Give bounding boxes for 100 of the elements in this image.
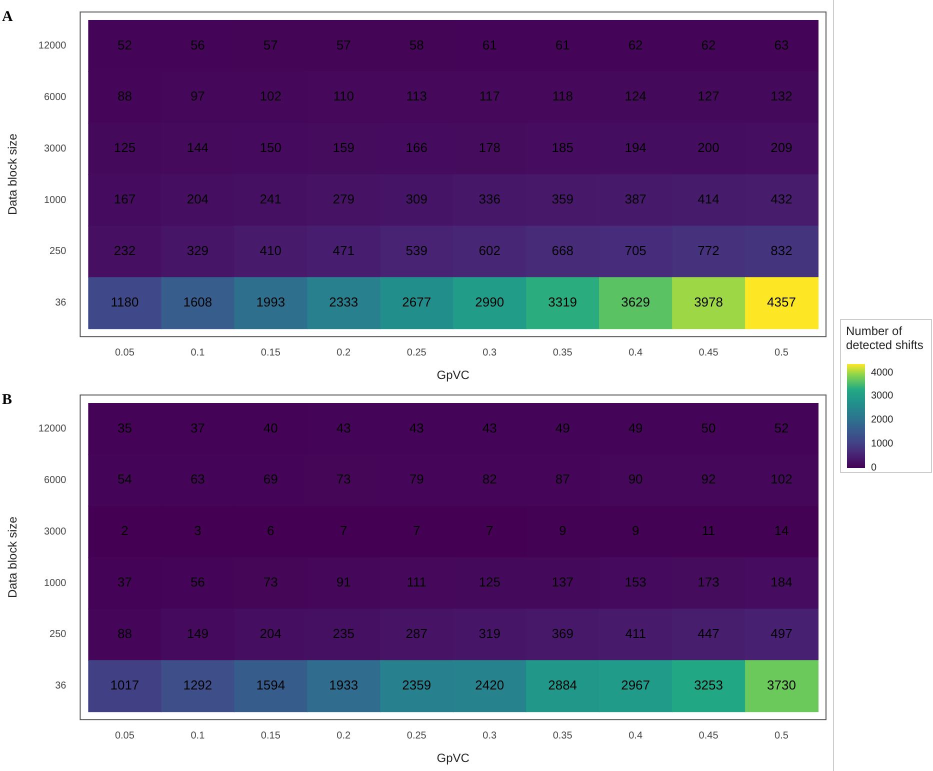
data-label: 411 bbox=[625, 626, 646, 642]
y-tick-label: 3000 bbox=[44, 143, 67, 154]
data-label: 2967 bbox=[621, 677, 650, 692]
data-label: 279 bbox=[332, 192, 354, 207]
data-label: 232 bbox=[114, 243, 136, 258]
data-label: 1292 bbox=[183, 677, 212, 692]
data-label: 3 bbox=[194, 523, 202, 538]
data-label: 359 bbox=[552, 192, 574, 207]
x-tick-label: 0.35 bbox=[552, 730, 573, 742]
data-label: 102 bbox=[260, 88, 282, 104]
data-label: 1993 bbox=[256, 294, 286, 310]
data-label: 166 bbox=[406, 140, 428, 156]
data-label: 602 bbox=[478, 243, 500, 258]
data-label: 235 bbox=[332, 626, 354, 642]
x-tick-label: 0.1 bbox=[190, 730, 206, 742]
color-bar-label: 4000 bbox=[871, 367, 894, 378]
data-label: 2677 bbox=[402, 294, 432, 310]
y-axis-title: Data block size bbox=[6, 133, 20, 215]
data-label: 88 bbox=[117, 626, 132, 642]
x-tick-label: 0.15 bbox=[260, 730, 281, 742]
data-label: 9 bbox=[558, 523, 566, 538]
data-label: 309 bbox=[406, 192, 428, 207]
data-label: 137 bbox=[552, 574, 574, 590]
y-tick-label: 250 bbox=[50, 629, 67, 640]
data-label: 705 bbox=[624, 243, 646, 258]
x-tick-label: 0.05 bbox=[114, 730, 135, 742]
data-label: 184 bbox=[770, 574, 792, 590]
data-label: 43 bbox=[409, 420, 424, 436]
data-label: 7 bbox=[412, 523, 420, 538]
y-tick-label: 6000 bbox=[44, 474, 67, 486]
data-label: 54 bbox=[117, 472, 132, 487]
data-label: 1594 bbox=[256, 677, 286, 692]
data-label: 2 bbox=[121, 523, 128, 538]
x-tick-label: 0.45 bbox=[698, 347, 719, 358]
y-tick-label: 250 bbox=[50, 246, 67, 258]
y-axis-title: Data block size bbox=[6, 516, 20, 598]
y-tick-label: 1000 bbox=[44, 194, 67, 206]
data-label: 447 bbox=[698, 626, 720, 642]
data-label: 204 bbox=[260, 626, 282, 642]
x-axis-title: GpVC bbox=[436, 751, 470, 766]
x-tick-label: 0.05 bbox=[114, 347, 135, 358]
data-label: 125 bbox=[114, 140, 136, 156]
data-label: 7 bbox=[486, 523, 494, 538]
data-label: 69 bbox=[263, 472, 278, 487]
x-tick-label: 0.35 bbox=[552, 347, 573, 358]
color-bar-label: 1000 bbox=[871, 438, 894, 450]
data-label: 9 bbox=[632, 523, 640, 538]
data-label: 432 bbox=[770, 192, 792, 207]
data-label: 772 bbox=[698, 243, 720, 258]
data-label: 79 bbox=[409, 472, 424, 487]
data-label: 471 bbox=[332, 243, 354, 258]
data-label: 73 bbox=[336, 472, 351, 487]
data-label: 40 bbox=[263, 420, 278, 436]
data-label: 7 bbox=[340, 523, 348, 538]
data-label: 3629 bbox=[621, 294, 650, 310]
x-tick-label: 0.15 bbox=[260, 347, 281, 358]
data-label: 56 bbox=[190, 574, 205, 590]
data-label: 11 bbox=[702, 523, 716, 538]
data-label: 178 bbox=[478, 140, 500, 156]
data-label: 3253 bbox=[694, 677, 723, 692]
data-label: 2420 bbox=[475, 677, 504, 692]
data-label: 56 bbox=[190, 37, 205, 52]
color-bar-label: 3000 bbox=[871, 390, 894, 402]
data-label: 149 bbox=[186, 626, 209, 642]
data-label: 118 bbox=[552, 88, 573, 104]
data-label: 410 bbox=[260, 243, 282, 258]
data-label: 319 bbox=[478, 626, 500, 642]
x-tick-label: 0.1 bbox=[190, 347, 206, 358]
data-label: 43 bbox=[336, 420, 351, 436]
data-label: 57 bbox=[336, 37, 351, 52]
chart-title: B bbox=[2, 392, 12, 408]
data-label: 167 bbox=[114, 192, 136, 207]
data-label: 37 bbox=[190, 420, 205, 436]
data-label: 63 bbox=[774, 37, 789, 52]
x-tick-label: 0.45 bbox=[698, 730, 719, 742]
data-label: 49 bbox=[555, 420, 570, 436]
data-label: 832 bbox=[770, 243, 792, 258]
data-label: 117 bbox=[479, 88, 500, 104]
x-tick-label: 0.2 bbox=[336, 730, 352, 742]
data-label: 1017 bbox=[110, 677, 140, 692]
data-label: 62 bbox=[628, 37, 643, 52]
data-label: 97 bbox=[190, 88, 205, 104]
data-label: 91 bbox=[336, 574, 351, 590]
data-label: 3730 bbox=[767, 677, 796, 692]
data-label: 50 bbox=[701, 420, 716, 436]
data-label: 241 bbox=[260, 192, 282, 207]
data-label: 125 bbox=[478, 574, 500, 590]
data-label: 73 bbox=[263, 574, 278, 590]
x-tick-label: 0.5 bbox=[774, 347, 789, 358]
data-label: 58 bbox=[409, 37, 424, 52]
data-label: 124 bbox=[624, 88, 646, 104]
data-label: 52 bbox=[117, 37, 132, 52]
data-label: 2333 bbox=[329, 294, 358, 310]
data-label: 1933 bbox=[329, 677, 358, 692]
data-label: 82 bbox=[482, 472, 497, 487]
data-label: 336 bbox=[478, 192, 500, 207]
data-label: 329 bbox=[186, 243, 209, 258]
x-tick-label: 0.3 bbox=[482, 347, 497, 358]
data-label: 159 bbox=[332, 140, 354, 156]
data-label: 414 bbox=[698, 192, 720, 207]
